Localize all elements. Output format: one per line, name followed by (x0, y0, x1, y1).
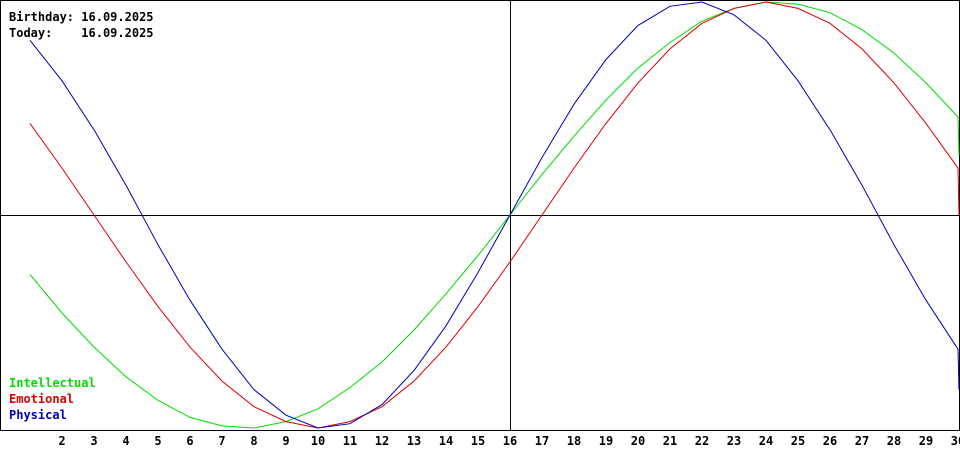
x-tick-label: 26 (823, 434, 837, 448)
today-value: 16.09.2025 (81, 26, 154, 40)
today-row: Today: 16.09.2025 (9, 25, 154, 41)
birthday-row: Birthday: 16.09.2025 (9, 9, 154, 25)
x-tick-label: 12 (375, 434, 389, 448)
x-tick-label: 25 (791, 434, 805, 448)
birthday-label: Birthday: (9, 10, 75, 24)
x-tick-label: 19 (599, 434, 613, 448)
x-tick-label: 27 (855, 434, 869, 448)
x-tick-label: 30 (951, 434, 960, 448)
x-tick-label: 23 (727, 434, 741, 448)
x-tick-label: 18 (567, 434, 581, 448)
x-tick-label: 5 (154, 434, 161, 448)
today-label: Today: (9, 26, 53, 40)
x-tick-label: 7 (218, 434, 225, 448)
x-tick-label: 2 (58, 434, 65, 448)
x-tick-label: 22 (695, 434, 709, 448)
x-tick-label: 4 (122, 434, 129, 448)
x-tick-label: 10 (311, 434, 325, 448)
legend-physical: Physical (9, 408, 67, 422)
legend-emotional: Emotional (9, 392, 75, 406)
x-tick-label: 14 (439, 434, 453, 448)
x-tick-label: 21 (663, 434, 677, 448)
x-tick-label: 15 (471, 434, 485, 448)
legend-intellectual: Intellectual (9, 376, 96, 390)
legend: Intellectual Emotional Physical (9, 375, 96, 423)
x-tick-label: 20 (631, 434, 645, 448)
series-line-emotional (29, 1, 960, 429)
x-tick-label: 6 (186, 434, 193, 448)
birthday-value: 16.09.2025 (81, 10, 154, 24)
x-tick-label: 3 (90, 434, 97, 448)
x-tick-label: 9 (282, 434, 289, 448)
x-tick-label: 11 (343, 434, 357, 448)
x-tick-label: 28 (887, 434, 901, 448)
x-tick-label: 13 (407, 434, 421, 448)
x-tick-label: 29 (919, 434, 933, 448)
series-line-physical (29, 1, 960, 429)
x-tick-label: 16 (503, 434, 517, 448)
x-tick-label: 17 (535, 434, 549, 448)
x-tick-label: 8 (250, 434, 257, 448)
date-info: Birthday: 16.09.2025 Today: 16.09.2025 (9, 9, 154, 41)
x-tick-label: 24 (759, 434, 773, 448)
